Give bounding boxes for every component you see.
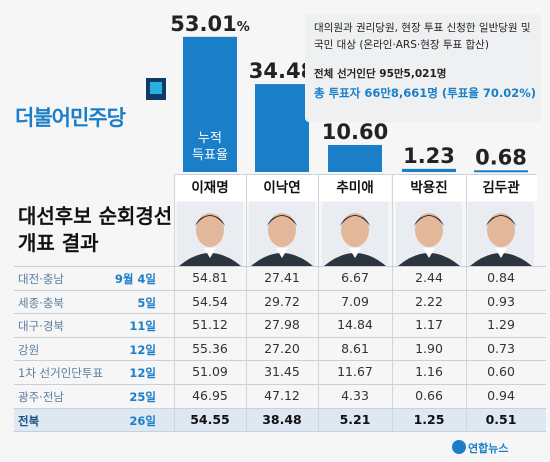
candidate-photo (177, 202, 243, 266)
table-cell: 51.12 (192, 317, 228, 333)
table-cell: 51.09 (192, 364, 228, 380)
column-divider (174, 174, 175, 432)
table-row-date: 26일 (129, 413, 156, 428)
bar-inner-label: 득표율 (192, 148, 228, 163)
bar-value-label: 1.23 (403, 144, 455, 168)
column-divider (466, 174, 467, 432)
info-box (305, 14, 541, 122)
bar-이재명 (183, 36, 237, 173)
column-divider (318, 174, 319, 432)
table-cell: 2.22 (415, 293, 443, 309)
table-cell: 2.44 (415, 270, 443, 285)
candidate-photo (396, 202, 462, 266)
table-cell: 8.61 (341, 340, 369, 356)
table-cell: 47.12 (264, 388, 300, 403)
table-cell: 27.98 (264, 317, 300, 333)
row-highlight (14, 407, 546, 432)
source-logo-icon (452, 440, 466, 454)
candidate-name: 이낙연 (246, 174, 318, 201)
table-row-region: 강원 (18, 342, 40, 357)
title-line-2: 개표 결과 (18, 231, 99, 255)
table-cell: 6.67 (341, 270, 369, 285)
info-electors: 전체 선거인단 95만5,021명 (314, 68, 447, 80)
table-cell: 29.72 (264, 293, 300, 309)
table-cell: 54.55 (190, 411, 230, 427)
candidate-photo (322, 202, 388, 266)
table-cell: 5.21 (339, 411, 371, 427)
table-row-date: 11일 (129, 319, 156, 334)
column-divider (392, 174, 393, 432)
info-note: 대의원과 권리당원, 현장 투표 신청한 일반당원 및 국민 대상 (온라인·A… (314, 22, 531, 51)
bar-value-label: 0.68 (475, 145, 527, 169)
bar-value-label: 53.01% (170, 12, 249, 36)
table-row-region: 1차 선거인단투표 (18, 366, 104, 381)
row-divider (14, 360, 546, 362)
bar-추미애 (328, 144, 382, 172)
table-cell: 54.54 (192, 293, 228, 309)
table-cell: 54.81 (192, 270, 228, 285)
table-cell: 0.51 (485, 411, 517, 427)
table-row-date: 12일 (129, 366, 156, 381)
table-row-date: 9월 4일 (114, 272, 156, 286)
table-row-region: 전북 (18, 413, 40, 428)
table-cell: 1.17 (415, 317, 443, 333)
table-cell: 27.41 (264, 270, 300, 285)
table-cell: 1.16 (415, 364, 443, 380)
table-row-date: 5일 (137, 295, 156, 310)
table-cell: 0.66 (415, 388, 443, 403)
party-logo: 더불어민주당 (15, 106, 126, 130)
row-divider (14, 336, 546, 338)
bar-박용진 (402, 168, 456, 172)
table-cell: 11.67 (337, 364, 373, 380)
table-row-region: 대구·경북 (18, 319, 64, 334)
column-divider (246, 174, 247, 432)
table-cell: 38.48 (262, 411, 302, 427)
table-cell: 0.94 (487, 388, 515, 403)
table-cell: 31.45 (264, 364, 300, 380)
table-cell: 27.20 (264, 340, 300, 356)
bar-이낙연 (255, 84, 309, 172)
row-divider (14, 407, 546, 409)
table-cell: 0.60 (487, 364, 515, 380)
table-cell: 4.33 (341, 388, 369, 403)
table-row-date: 12일 (129, 342, 156, 357)
table-cell: 0.73 (487, 340, 515, 356)
info-voters: 총 투표자 66만8,661명 (투표율 70.02%) (314, 86, 537, 100)
row-divider (14, 384, 546, 385)
row-divider (14, 313, 546, 315)
table-row-region: 대전·충남 (18, 272, 64, 286)
source-label: 연합뉴스 (468, 442, 509, 455)
candidate-photo (468, 202, 534, 266)
title-line-1: 대선후보 순회경선 (18, 204, 173, 228)
bar-value-label: 10.60 (322, 120, 388, 144)
candidate-name: 추미애 (319, 174, 391, 201)
table-cell: 0.84 (487, 270, 515, 285)
table-cell: 14.84 (337, 317, 373, 333)
bar-김두관 (474, 170, 528, 173)
table-cell: 46.95 (192, 388, 228, 403)
bar-value-label: 34.48 (249, 59, 315, 83)
table-cell: 55.36 (192, 340, 228, 356)
table-cell: 1.90 (415, 340, 443, 356)
candidate-name: 이재명 (174, 174, 246, 201)
table-cell: 1.29 (487, 317, 515, 333)
candidate-name: 김두관 (465, 174, 537, 201)
table-row-date: 25일 (129, 390, 156, 404)
row-divider (14, 266, 546, 267)
bar-inner-label: 누적 (198, 131, 222, 146)
row-divider (14, 289, 546, 291)
table-row-region: 광주·전남 (18, 390, 64, 404)
table-cell: 7.09 (341, 293, 369, 309)
row-divider (14, 431, 546, 433)
candidate-name: 박용진 (393, 174, 465, 201)
candidate-photo (249, 202, 315, 266)
table-row-region: 세종·충북 (18, 295, 64, 310)
table-cell: 1.25 (413, 411, 445, 427)
chart-title: 대선후보 순회경선 개표 결과 (18, 203, 178, 257)
table-cell: 0.93 (487, 293, 515, 309)
party-logo-mark-icon (146, 78, 166, 100)
